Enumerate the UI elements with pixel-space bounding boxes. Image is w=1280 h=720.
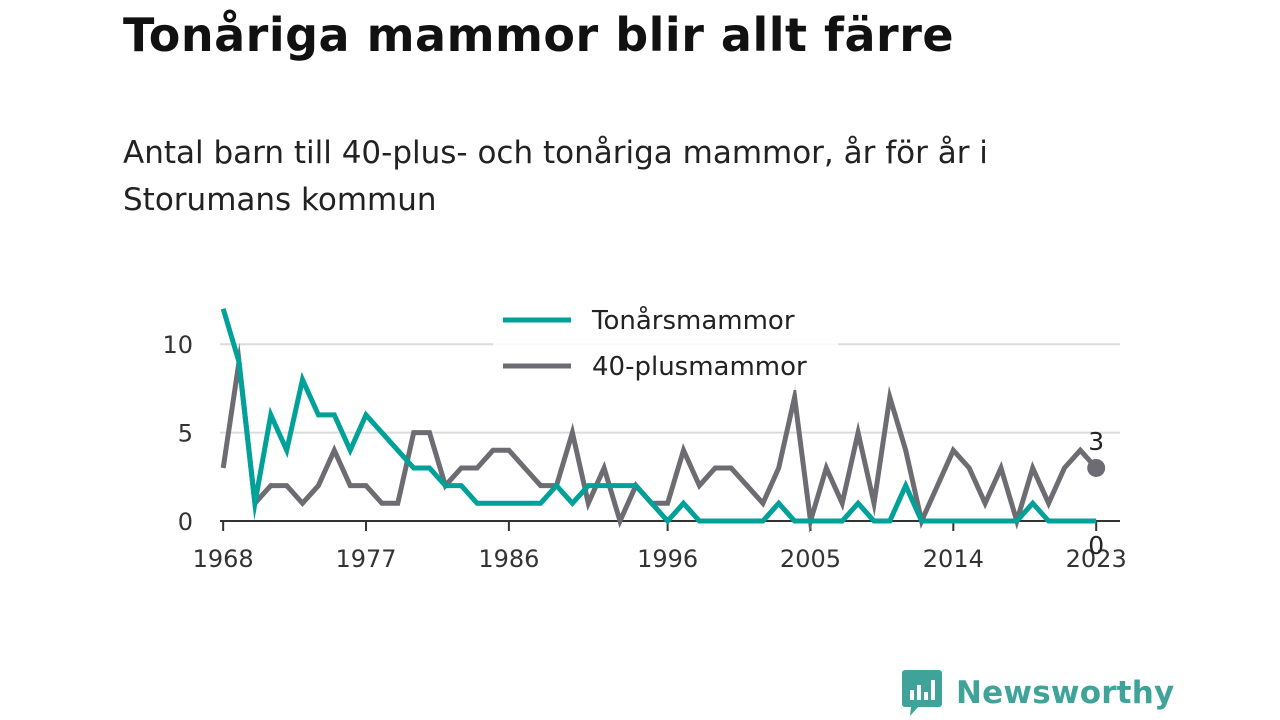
newsworthy-logo-icon — [902, 670, 942, 716]
x-tick-label: 1968 — [193, 545, 254, 573]
x-tick-label: 1977 — [335, 545, 396, 573]
end-value-label: 3 — [1088, 427, 1104, 456]
brand-name: Newsworthy — [956, 675, 1175, 711]
y-tick-label: 10 — [162, 331, 193, 359]
x-tick-label: 2023 — [1066, 545, 1127, 573]
chart-title: Tonåriga mammor blir allt färre — [123, 8, 955, 62]
chart-subtitle: Antal barn till 40-plus- och tonåriga ma… — [123, 135, 988, 218]
series-line-0 — [220, 308, 1097, 525]
legend-box — [493, 296, 838, 390]
x-tick-label: 1996 — [637, 545, 698, 573]
end-point-marker — [1087, 458, 1106, 477]
legend-label: 40-plusmammor — [592, 352, 807, 382]
legend-label: Tonårsmammor — [591, 305, 795, 336]
y-tick-label: 0 — [178, 508, 193, 536]
x-tick-label: 2005 — [780, 545, 841, 573]
end-value-label: 0 — [1088, 531, 1104, 560]
x-tick-label: 2014 — [923, 545, 984, 573]
y-tick-label: 5 — [178, 420, 193, 448]
newsworthy-brand: Newsworthy — [902, 670, 1174, 716]
series-line-1 — [220, 342, 1099, 534]
x-tick-label: 1986 — [478, 545, 539, 573]
